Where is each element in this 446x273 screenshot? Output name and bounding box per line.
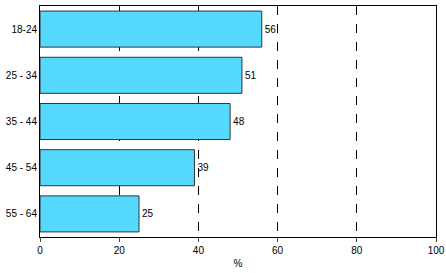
svg-text:25 - 34: 25 - 34 xyxy=(6,70,38,81)
svg-text:80: 80 xyxy=(351,245,363,256)
svg-text:100: 100 xyxy=(428,245,445,256)
svg-text:%: % xyxy=(234,258,243,269)
svg-text:51: 51 xyxy=(245,70,257,81)
svg-text:48: 48 xyxy=(233,116,245,127)
svg-text:39: 39 xyxy=(197,162,209,173)
svg-text:60: 60 xyxy=(272,245,284,256)
svg-text:18-24: 18-24 xyxy=(11,24,37,35)
svg-text:35 - 44: 35 - 44 xyxy=(6,116,38,127)
svg-text:0: 0 xyxy=(37,245,43,256)
svg-text:20: 20 xyxy=(114,245,126,256)
svg-text:25: 25 xyxy=(142,208,154,219)
svg-text:56: 56 xyxy=(265,24,277,35)
svg-text:40: 40 xyxy=(193,245,205,256)
svg-text:45 - 54: 45 - 54 xyxy=(6,162,38,173)
svg-text:55 - 64: 55 - 64 xyxy=(6,208,38,219)
